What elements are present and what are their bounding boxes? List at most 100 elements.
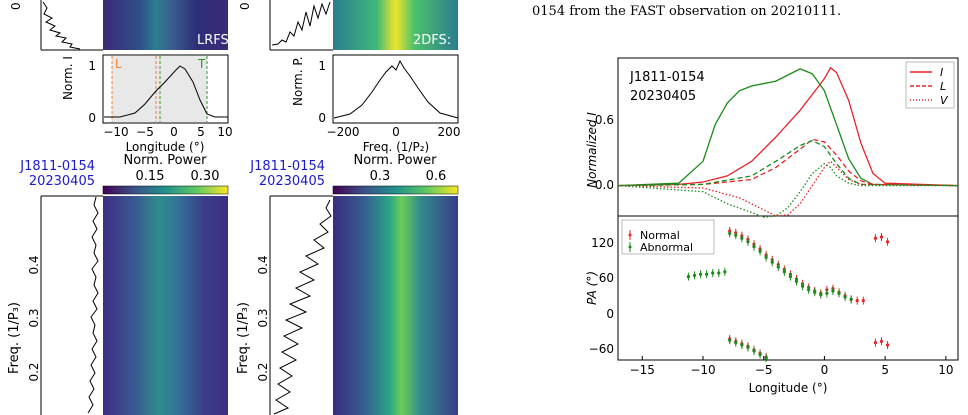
pa-point-normal — [776, 263, 780, 267]
curve-i-normal — [617, 66, 959, 187]
profile-xlabel: Longitude (°) — [126, 140, 205, 154]
x-tick-label: −15 — [630, 363, 655, 377]
colorbar1 — [102, 185, 229, 195]
dfs-label: 2DFS: — [413, 33, 451, 48]
pa-point-abnormal — [825, 291, 829, 295]
pa-point-abnormal — [807, 288, 811, 292]
pa-point-normal — [740, 234, 744, 238]
p3-ytick: 0.2 — [27, 362, 41, 381]
pa-point-normal — [843, 294, 847, 298]
window-label-trailing: T — [197, 57, 206, 71]
colorbar2-label: Norm. Power — [353, 153, 437, 168]
p2-ytick-1: 1 — [318, 59, 326, 73]
p3r-ylabel: Freq. (1/P₃) — [236, 302, 251, 374]
pa-point-abnormal — [723, 270, 727, 274]
pol-profile-panel: J1811-0154 20230405 Normalized I 0.0 0.6… — [585, 57, 959, 217]
pa-point-abnormal — [849, 297, 853, 301]
lrfs-tick: 0 — [9, 2, 23, 10]
pa-point-normal — [758, 351, 762, 355]
curve-l-normal — [617, 138, 959, 187]
pa-point-normal — [849, 297, 853, 301]
p2-panel: Norm. P. 0 1 −200 0 200 Freq. (1/P₂) — [291, 54, 461, 154]
pa-point-normal — [782, 267, 786, 271]
pa-point-abnormal — [776, 265, 780, 269]
pa-ytick: 60 — [599, 271, 614, 285]
pa-point-abnormal — [740, 343, 744, 347]
p3-panel-right: 0.4 0.3 0.2 Freq. (1/P₃) — [236, 195, 458, 415]
pa-point-abnormal — [837, 291, 841, 295]
pa-point-normal — [873, 236, 878, 240]
lrfs-label: LRFS — [197, 33, 229, 48]
pa-point-abnormal — [734, 341, 738, 345]
pa-point-normal — [855, 299, 859, 303]
p2-ytick-0: 0 — [318, 111, 326, 125]
pa-point-abnormal — [686, 275, 691, 279]
pa-point-abnormal — [711, 271, 715, 275]
pa-point-abnormal — [717, 271, 721, 275]
lrfs-heatmap — [103, 0, 228, 50]
pa-point-normal — [728, 229, 732, 233]
pa-point-abnormal — [770, 260, 774, 264]
dfs-side: 0 — [238, 0, 333, 51]
pa-point-normal — [813, 289, 817, 293]
legend-normal: Normal — [640, 229, 680, 242]
pa-point-abnormal — [698, 272, 703, 276]
profile-xtick: −10 — [103, 125, 128, 139]
pa-point-abnormal — [843, 295, 847, 299]
pulsar-name-1: J1811-0154 — [19, 159, 95, 174]
top-ytick: 0.6 — [595, 113, 614, 127]
pa-point-abnormal — [758, 353, 762, 357]
colorbar1-tick: 0.15 — [136, 169, 165, 184]
pa-point-normal — [758, 247, 762, 251]
dfs-heatmap — [333, 0, 458, 50]
pa-point-normal — [740, 342, 744, 346]
pa-point-normal — [794, 277, 799, 281]
legend-i: I — [940, 66, 943, 79]
pa-point-abnormal — [728, 338, 732, 342]
legend-abnormal: Abnormal — [640, 241, 693, 254]
legend-ilv: I L V — [905, 61, 955, 109]
profile-ytick-1: 1 — [88, 59, 96, 73]
colorbar2-tick: 0.3 — [370, 169, 391, 184]
pa-ytick: 120 — [591, 236, 614, 250]
pa-point-normal — [764, 355, 768, 359]
pa-panel: PA (°) 120 60 0 −60 Normal Abnormal −15−… — [585, 215, 959, 395]
p3r-ytick: 0.2 — [256, 362, 270, 381]
profile-xtick: 0 — [170, 125, 178, 139]
colorbar1-tick: 0.30 — [191, 169, 220, 184]
bottom-ylabel: PA (°) — [585, 271, 599, 305]
profile-ytick-0: 0 — [88, 111, 96, 125]
p3r-ytick: 0.3 — [256, 308, 270, 327]
right-obs-date: 20230405 — [630, 89, 696, 104]
curve-v-normal — [617, 160, 959, 217]
pa-point-abnormal — [758, 249, 762, 253]
pa-point-normal — [831, 287, 835, 291]
pa-point-normal — [861, 299, 865, 303]
pa-point-abnormal — [734, 233, 738, 237]
pa-point-abnormal — [746, 345, 750, 349]
curve-l-abnormal — [617, 139, 959, 187]
p2-xtick: 200 — [438, 125, 461, 139]
p3-panel-left: 0.4 0.3 0.2 Freq. (1/P₃) — [7, 195, 228, 415]
figure-caption: 0154 from the FAST observation on 202101… — [532, 4, 842, 19]
pa-point-abnormal — [782, 270, 786, 274]
legend-modes: Normal Abnormal — [621, 219, 715, 255]
pa-point-normal — [800, 282, 805, 286]
profile-ylabel: Norm. I — [61, 56, 75, 100]
dfs-tick: 0 — [238, 2, 252, 10]
colorbar1-label: Norm. Power — [123, 153, 207, 168]
x-tick-label: −5 — [755, 363, 773, 377]
colorbar2-tick: 0.6 — [426, 169, 447, 184]
pa-point-normal — [885, 240, 890, 244]
top-ylabel: Normalized I — [585, 112, 599, 188]
pa-point-normal — [879, 339, 884, 343]
pa-point-abnormal — [764, 255, 768, 259]
window-label-leading: L — [115, 57, 122, 71]
pa-point-abnormal — [831, 289, 835, 293]
pa-point-normal — [752, 348, 756, 352]
x-axis: −15 −10 −5 0 5 10 — [630, 356, 953, 377]
pa-point-normal — [770, 258, 774, 262]
curve-v-abnormal — [617, 162, 958, 218]
pa-point-normal — [788, 272, 793, 276]
pa-ytick: −60 — [589, 342, 614, 356]
